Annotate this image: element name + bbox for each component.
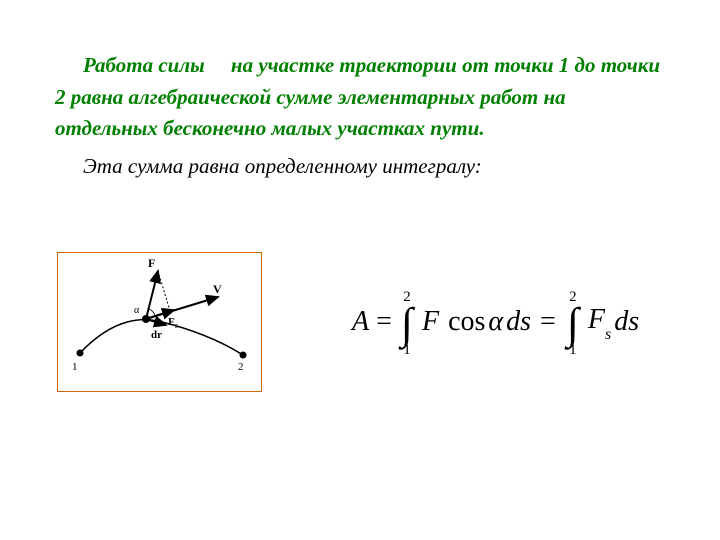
vector-dr-label: dr [151, 329, 162, 341]
formula-Fs: Fs [588, 304, 611, 340]
int2-symbol: ∫ [567, 305, 579, 342]
angle-arc [149, 309, 155, 316]
int1-lower: 1 [403, 343, 411, 358]
vector-F [146, 271, 158, 319]
formula-eq2: = [540, 306, 556, 338]
formula-ds1: ds [506, 306, 531, 338]
paragraph-integral-note: Эта сумма равна определенному интегралу: [55, 151, 670, 183]
point-1-label: 1 [72, 361, 78, 373]
formula-alpha: α [488, 306, 503, 338]
para1-part1: Работа силы [83, 53, 205, 77]
point-2 [240, 352, 247, 359]
paragraph-work-definition: Работа силы на участке траектории от точ… [55, 50, 670, 145]
formula-F1: F [422, 306, 439, 338]
work-integral-formula: A = 2 ∫ 1 F cos α ds = 2 ∫ 1 Fs ds [352, 288, 639, 355]
vector-F-label: F [148, 256, 155, 270]
formula-A: A [352, 306, 369, 338]
content-row: 1 2 F Fs V dr α A = 2 [55, 252, 670, 392]
int2-lower: 1 [569, 343, 577, 358]
F-projection-dash [158, 271, 170, 311]
trajectory-diagram: 1 2 F Fs V dr α [57, 252, 262, 392]
para1-gap [205, 53, 226, 77]
angle-alpha-label: α [134, 305, 140, 316]
vector-Fs-label: Fs [168, 316, 178, 330]
formula-eq1: = [376, 306, 392, 338]
integral-2: 2 ∫ 1 [567, 290, 579, 357]
int1-symbol: ∫ [401, 305, 413, 342]
formula-cos: cos [448, 306, 485, 338]
point-1 [77, 350, 84, 357]
vector-V-label: V [213, 282, 222, 296]
formula-ds2: ds [614, 306, 639, 338]
point-2-label: 2 [238, 361, 244, 373]
integral-1: 2 ∫ 1 [401, 290, 413, 357]
vector-V [146, 297, 218, 319]
